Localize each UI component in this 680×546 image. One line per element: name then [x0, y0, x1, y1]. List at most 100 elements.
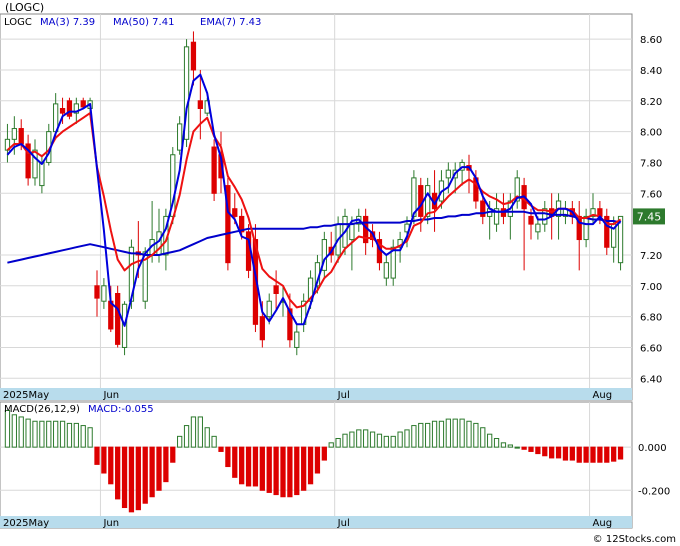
macd-bar-negative — [604, 446, 610, 463]
macd-bar-positive — [376, 433, 383, 448]
ma50-line — [7, 210, 621, 264]
macd-bar-negative — [115, 446, 121, 500]
macd-bar-negative — [549, 446, 555, 459]
candle-body — [156, 231, 162, 256]
macd-bar-negative — [94, 446, 100, 465]
candle-body — [425, 185, 431, 217]
price-x-labels: 2025May Jun Jul Aug — [3, 390, 612, 401]
price-y-tick-label: 6.60 — [640, 343, 662, 354]
macd-bar-negative — [528, 446, 534, 452]
candle-body — [225, 185, 231, 264]
price-y-tick-label: 7.20 — [640, 251, 662, 262]
candle-body — [390, 246, 396, 279]
candle-body — [583, 215, 589, 241]
macd-bar-positive — [425, 422, 431, 448]
macd-legend-params: MACD(26,12,9) — [4, 404, 80, 415]
candle-body — [80, 100, 86, 108]
candle-body — [590, 208, 596, 217]
price-x-tick-label: Jun — [102, 390, 119, 401]
price-x-tick-label: Aug — [593, 390, 613, 401]
macd-bar-positive — [356, 429, 362, 448]
macd-bar-negative — [232, 446, 238, 478]
macd-bar-negative — [307, 446, 314, 485]
candle-body — [528, 215, 534, 225]
candle-body — [239, 215, 245, 233]
legend-ticker: LOGC — [4, 17, 32, 28]
macd-bar-negative — [569, 446, 575, 461]
macd-bar-positive — [73, 422, 79, 448]
macd-bar-positive — [390, 435, 396, 448]
legend-ma50: MA(50) 7.41 — [113, 17, 174, 28]
candle-body — [197, 100, 203, 109]
macd-bar-negative — [225, 446, 231, 468]
candle-body — [32, 149, 38, 179]
candle-body — [617, 215, 624, 264]
macd-bar-positive — [349, 431, 355, 448]
candle-body — [73, 103, 79, 114]
macd-bar-positive — [177, 435, 183, 448]
macd-bar-negative — [597, 446, 603, 463]
candle-body — [39, 161, 45, 187]
macd-bar-negative — [101, 446, 107, 474]
candle-body — [287, 308, 293, 341]
macd-bar-positive — [59, 420, 66, 448]
macd-bar-positive — [438, 420, 445, 448]
macd-bar-positive — [507, 444, 513, 448]
macd-bar-negative — [535, 446, 541, 455]
candle-body — [115, 293, 121, 345]
macd-bar-positive — [4, 409, 11, 448]
macd-x-tick-label: Aug — [593, 518, 613, 529]
legend-ma3: MA(3) 7.39 — [40, 17, 95, 28]
macd-bar-positive — [493, 438, 500, 448]
candle-body — [514, 177, 520, 202]
candle-body — [18, 128, 24, 145]
candle-body — [273, 285, 279, 294]
macd-bar-positive — [32, 420, 38, 448]
macd-bar-negative — [266, 446, 272, 493]
macd-bar-positive — [18, 416, 24, 448]
macd-bar-positive — [25, 418, 31, 448]
macd-bar-negative — [314, 446, 321, 474]
macd-bar-negative — [128, 446, 135, 513]
macd-bar-positive — [487, 433, 493, 448]
price-y-tick-label: 8.20 — [640, 97, 662, 108]
candle-body — [25, 143, 31, 179]
macd-bar-negative — [542, 446, 548, 457]
candle-body — [259, 316, 265, 341]
macd-bar-negative — [611, 446, 617, 462]
macd-bar-negative — [321, 446, 327, 461]
macd-bar-positive — [397, 431, 403, 448]
candle-body — [349, 223, 355, 241]
macd-bar-negative — [239, 446, 245, 485]
macd-bar-negative — [259, 446, 265, 491]
candle-body — [576, 215, 582, 241]
macd-bar-positive — [369, 431, 376, 448]
price-y-tick-label: 7.80 — [640, 158, 662, 169]
price-date-band — [0, 388, 632, 400]
price-y-tick-label: 8.40 — [640, 66, 662, 77]
legend-ema7: EMA(7) 7.43 — [200, 17, 261, 28]
candle-body — [535, 223, 541, 233]
price-x-tick-label: 2025May — [3, 390, 49, 401]
macd-bar-positive — [342, 433, 348, 448]
macd-bar-negative — [583, 446, 589, 463]
candle-body — [211, 146, 217, 194]
macd-bar-positive — [66, 422, 73, 448]
price-legend: LOGC MA(3) 7.39 MA(50) 7.41 EMA(7) 7.43 — [4, 17, 261, 28]
macd-bar-positive — [445, 418, 451, 448]
macd-bar-positive — [197, 416, 203, 448]
macd-bar-negative — [301, 446, 307, 491]
macd-bar-negative — [555, 446, 562, 459]
macd-x-labels: 2025May Jun Jul Aug — [3, 518, 612, 529]
price-x-tick-label: Jul — [337, 390, 350, 401]
macd-bars — [4, 409, 624, 513]
macd-bar-negative — [273, 446, 279, 496]
price-tag-box — [633, 208, 665, 225]
macd-bar-positive — [363, 429, 369, 448]
macd-bar-positive — [500, 442, 507, 448]
macd-bar-negative — [135, 446, 141, 511]
candle-body — [321, 239, 327, 271]
macd-bar-positive — [39, 420, 45, 448]
macd-bar-positive — [204, 427, 210, 448]
